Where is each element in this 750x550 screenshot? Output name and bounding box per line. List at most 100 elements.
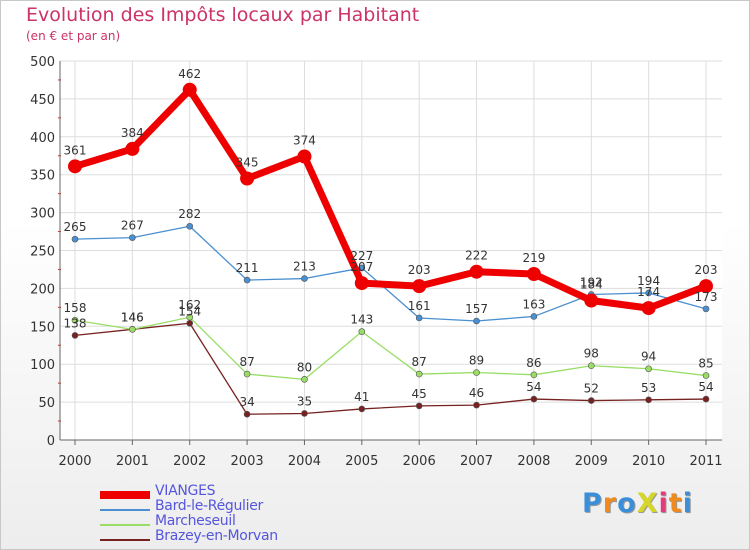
legend-label: Marcheseuil <box>155 513 236 529</box>
data-label: 345 <box>236 155 259 169</box>
data-point-vianges <box>125 141 140 156</box>
data-point-marcheseuil <box>243 370 251 378</box>
y-tick-label: 0 <box>47 434 55 449</box>
data-point-brazey-en-morvan <box>645 396 652 404</box>
data-label: 87 <box>412 355 427 369</box>
grid-layer <box>60 60 722 441</box>
x-tick-label: 2009 <box>575 454 608 469</box>
data-label: 158 <box>64 301 87 315</box>
data-label: 146 <box>121 310 144 324</box>
data-point-bard-le-r-gulier <box>243 276 251 284</box>
legend-swatch <box>100 491 150 499</box>
y-tick-label: 50 <box>38 396 55 411</box>
y-tick-label: 350 <box>30 169 55 184</box>
legend-swatch <box>100 509 150 511</box>
data-point-marcheseuil <box>301 376 308 383</box>
data-point-vianges <box>526 266 541 281</box>
data-label: 207 <box>350 260 373 274</box>
x-tick-label: 2004 <box>288 454 321 469</box>
y-tick-label: 150 <box>30 320 55 335</box>
chart-subtitle: (en € et par an) <box>26 29 121 43</box>
data-label: 265 <box>64 220 87 234</box>
data-label: 361 <box>64 143 87 157</box>
data-point-marcheseuil <box>358 328 366 335</box>
data-point-brazey-en-morvan <box>186 319 194 327</box>
series-layer <box>68 82 713 418</box>
series-line-brazey-en-morvan <box>74 322 707 415</box>
series-line-marcheseuil <box>74 316 707 381</box>
data-label: 80 <box>297 360 312 374</box>
legend-label: Bard-le-Régulier <box>155 498 264 514</box>
series-line-vianges <box>73 86 708 312</box>
data-label: 173 <box>695 290 718 304</box>
logo-letter: r <box>602 488 618 519</box>
x-tick-label: 2001 <box>116 454 149 469</box>
logo-letter: P <box>582 488 603 519</box>
data-label-layer: 361 384 462 345 374 207 203 222 219 184 174 203 265 2… <box>64 67 718 409</box>
data-label: 184 <box>580 278 603 292</box>
data-label: 89 <box>469 354 484 368</box>
legend-swatch <box>100 539 150 541</box>
data-point-brazey-en-morvan <box>358 405 366 413</box>
data-label: 162 <box>178 298 201 312</box>
data-label: 52 <box>584 382 599 396</box>
data-point-vianges <box>297 149 312 164</box>
x-tick-label: 2003 <box>231 454 264 469</box>
data-label: 384 <box>121 126 144 140</box>
data-point-marcheseuil <box>129 326 136 333</box>
legend-label: Brazey-en-Morvan <box>155 528 278 544</box>
data-label: 203 <box>695 263 718 277</box>
legend-swatch <box>100 524 150 526</box>
x-tick-label: 2006 <box>403 454 436 469</box>
data-point-brazey-en-morvan <box>71 332 79 339</box>
data-label: 161 <box>408 299 431 313</box>
logo-letter: i <box>658 488 669 519</box>
data-point-marcheseuil <box>587 362 595 370</box>
data-point-marcheseuil <box>415 370 423 378</box>
y-tick-label: 400 <box>30 131 55 146</box>
data-label: 222 <box>465 249 488 263</box>
data-point-brazey-en-morvan <box>587 397 595 404</box>
data-point-bard-le-r-gulier <box>645 289 652 297</box>
logo-letter: t <box>668 488 683 519</box>
data-label: 143 <box>350 313 373 327</box>
y-tick-label: 200 <box>30 282 55 297</box>
data-label: 267 <box>121 219 144 233</box>
x-tick-label: 2002 <box>173 454 206 469</box>
data-label: 54 <box>526 380 541 394</box>
data-point-brazey-en-morvan <box>243 410 251 418</box>
data-point-vianges <box>699 279 713 294</box>
y-tick-label: 500 <box>30 55 55 70</box>
data-point-bard-le-r-gulier <box>358 264 366 272</box>
data-point-marcheseuil <box>473 369 480 376</box>
y-tick-label: 250 <box>30 245 55 260</box>
data-label: 192 <box>580 275 603 289</box>
data-label: 41 <box>354 390 369 404</box>
data-point-vianges <box>641 301 656 316</box>
data-point-marcheseuil <box>530 371 538 379</box>
data-label: 146 <box>121 310 144 324</box>
data-label: 203 <box>408 263 431 277</box>
axis-layer: 0 50 100 150 200 250 300 350 400 450 500 2000 2001 20… <box>30 55 722 469</box>
data-point-vianges <box>240 171 255 186</box>
x-tick-label: 2008 <box>517 454 550 469</box>
logo-letter: o <box>617 488 637 519</box>
data-label: 211 <box>236 261 259 275</box>
data-point-vianges <box>182 82 197 97</box>
data-label: 462 <box>178 67 201 81</box>
data-point-marcheseuil <box>702 372 710 379</box>
data-point-bard-le-r-gulier <box>530 313 538 320</box>
logo-letter: X <box>636 488 659 519</box>
logo-letter: i <box>682 488 693 519</box>
x-tick-label: 2010 <box>632 454 665 469</box>
data-label: 87 <box>239 355 254 369</box>
data-point-vianges <box>68 159 82 174</box>
proxiti-logo: ProXiti <box>582 488 693 519</box>
data-label: 219 <box>522 251 545 265</box>
data-label: 174 <box>637 285 660 299</box>
data-label: 85 <box>698 357 713 371</box>
data-label: 194 <box>637 274 660 288</box>
data-point-vianges <box>469 264 484 279</box>
data-label: 227 <box>350 249 373 263</box>
